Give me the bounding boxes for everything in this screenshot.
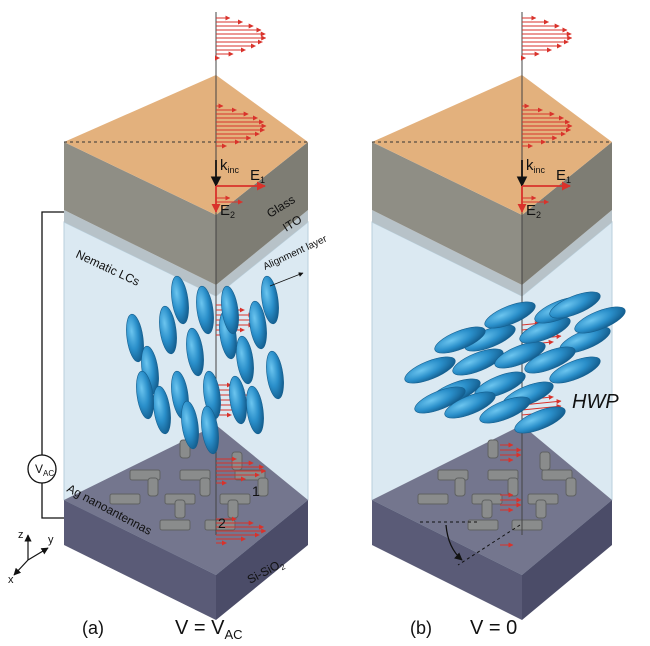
axis-y-label: y	[48, 534, 54, 546]
panel-b: kinc E1 E2 HWP (b) V = 0	[372, 12, 628, 639]
panel-label-a: (a)	[82, 618, 104, 638]
panel-label-b: (b)	[410, 618, 432, 638]
antenna-number-2: 2	[218, 515, 226, 531]
condition-b: V = 0	[470, 617, 517, 639]
axis-x-label: x	[8, 574, 14, 586]
coordinate-axes	[14, 535, 48, 575]
hwp-label: HWP	[572, 391, 619, 413]
condition-a: V = VAC	[175, 617, 243, 642]
antenna-number-1: 1	[252, 483, 260, 499]
panel-a: VAC kinc E1 E2 Glass ITO Alignment layer…	[28, 12, 329, 642]
axis-z-label: z	[18, 529, 24, 541]
